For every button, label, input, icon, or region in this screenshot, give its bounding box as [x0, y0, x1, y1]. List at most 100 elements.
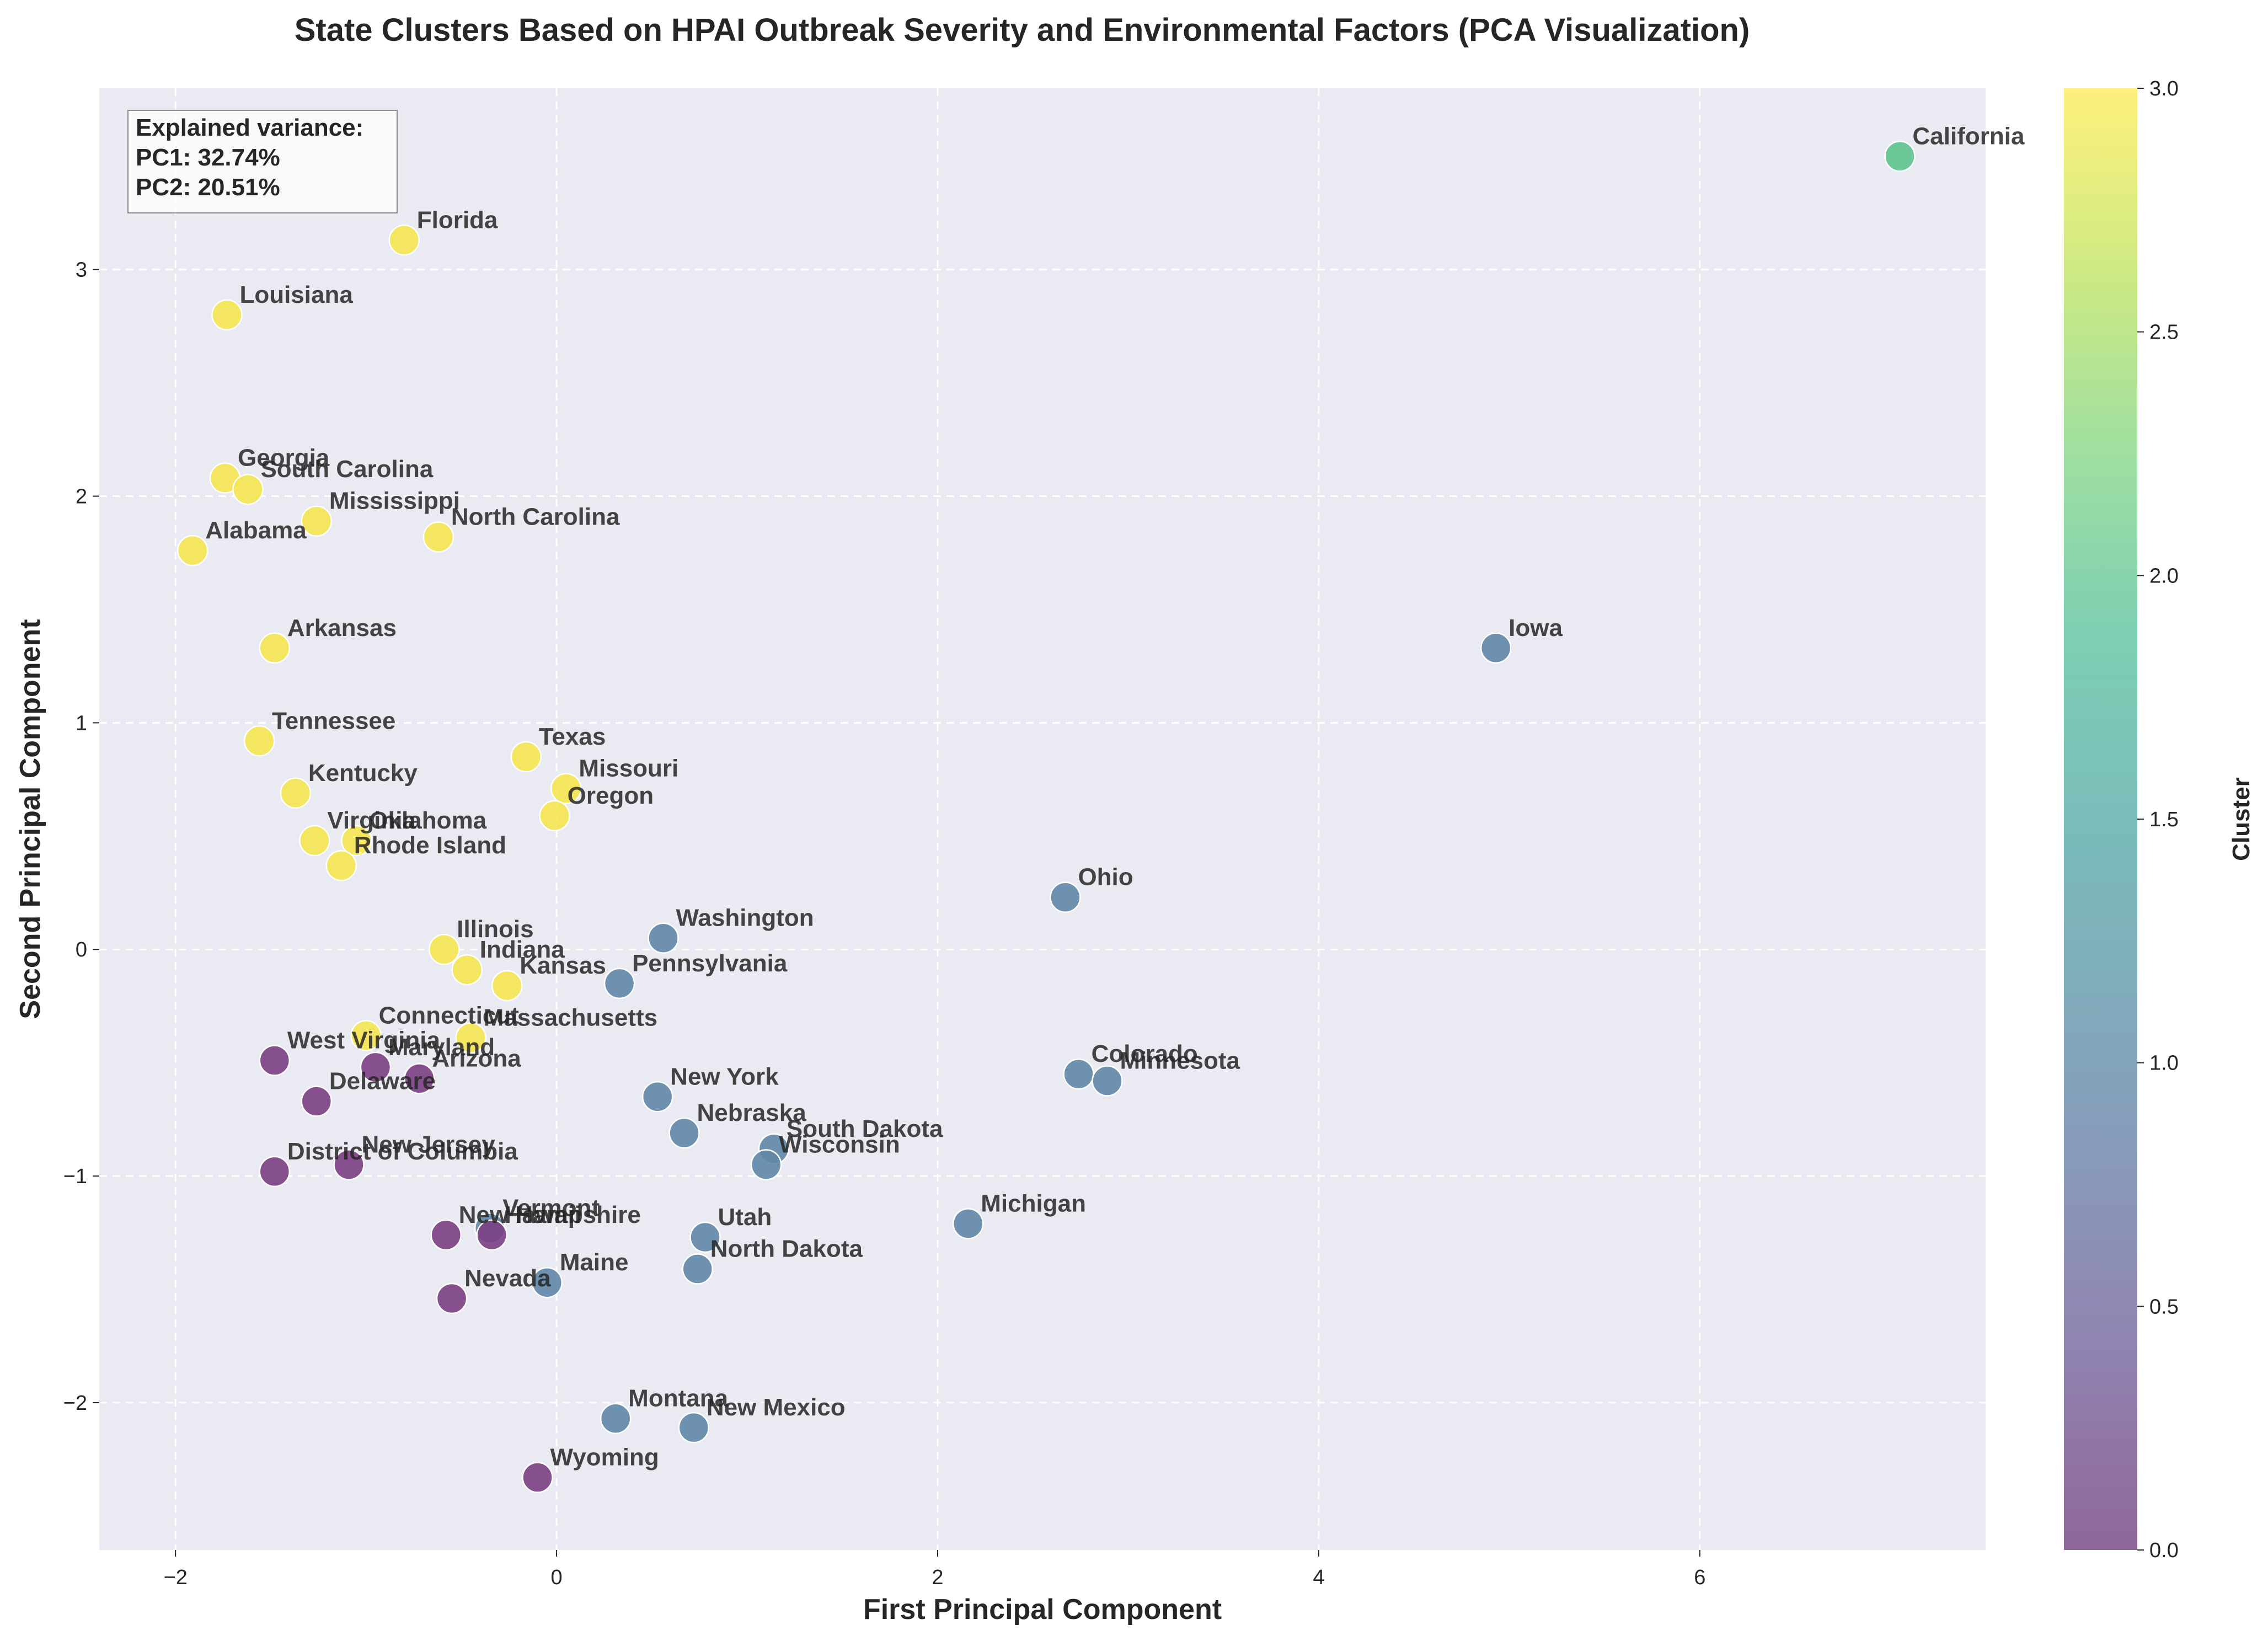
label-new-york: New York	[670, 1063, 779, 1090]
point-new-mexico	[678, 1412, 710, 1444]
point-texas	[510, 741, 542, 773]
point-new-hampshire	[430, 1219, 462, 1251]
point-arizona	[404, 1063, 435, 1094]
point-utah	[689, 1221, 721, 1253]
label-kansas: Kansas	[520, 952, 606, 979]
x-tick-label: 6	[1694, 1566, 1705, 1589]
y-tick-label: 3	[76, 259, 87, 282]
colorbar-tick-label: 1.5	[2149, 808, 2179, 831]
label-nevada: Nevada	[464, 1265, 551, 1292]
label-maine: Maine	[560, 1249, 629, 1276]
point-ohio	[1050, 881, 1081, 913]
point-maine	[531, 1266, 563, 1298]
point-west-virginia	[259, 1045, 291, 1076]
label-mississippi: Mississippi	[329, 488, 460, 515]
label-oregon: Oregon	[568, 782, 654, 809]
point-mississippi	[301, 505, 333, 537]
point-washington	[648, 922, 679, 954]
label-utah: Utah	[718, 1204, 772, 1231]
label-maryland: Maryland	[388, 1034, 495, 1061]
point-illinois	[429, 933, 460, 965]
x-axis-label: First Principal Component	[863, 1594, 1222, 1626]
label-texas: Texas	[539, 723, 606, 750]
point-nevada	[436, 1282, 468, 1314]
point-alabama	[177, 534, 208, 566]
point-oregon	[539, 800, 570, 832]
y-tick-label: −2	[63, 1392, 87, 1415]
label-district-of-columbia: District of Columbia	[287, 1138, 518, 1165]
label-montana: Montana	[628, 1385, 728, 1412]
point-michigan	[953, 1208, 984, 1239]
colorbar-tick-label: 0.5	[2149, 1295, 2179, 1318]
explained-variance-pc2: PC2: 20.51%	[136, 174, 280, 201]
explained-variance-heading: Explained variance:	[136, 114, 363, 141]
label-missouri: Missouri	[579, 755, 678, 782]
label-vermont: Vermont	[502, 1195, 600, 1222]
label-louisiana: Louisiana	[239, 281, 353, 308]
point-louisiana	[211, 299, 243, 331]
scatter-points	[177, 141, 1916, 1493]
colorbar-tick-label: 2.0	[2149, 564, 2179, 587]
label-pennsylvania: Pennsylvania	[632, 950, 788, 977]
point-florida	[388, 224, 420, 256]
label-ohio: Ohio	[1078, 864, 1133, 891]
label-north-carolina: North Carolina	[451, 503, 620, 530]
colorbar-tick-label: 0.0	[2149, 1539, 2179, 1562]
label-north-dakota: North Dakota	[710, 1236, 863, 1263]
plot-area	[99, 88, 1986, 1550]
point-delaware	[301, 1086, 333, 1117]
label-oklahoma: Oklahoma	[369, 807, 486, 834]
y-tick-label: 1	[76, 712, 87, 735]
point-nebraska	[668, 1117, 700, 1149]
point-tennessee	[243, 725, 275, 757]
colorbar-tick-label: 1.0	[2149, 1052, 2179, 1075]
label-arkansas: Arkansas	[287, 614, 397, 642]
label-florida: Florida	[417, 206, 498, 233]
label-south-carolina: South Carolina	[260, 456, 433, 483]
x-tick-label: −2	[164, 1566, 188, 1589]
label-iowa: Iowa	[1509, 614, 1563, 642]
label-new-mexico: New Mexico	[707, 1394, 846, 1421]
point-massachusetts	[455, 1022, 486, 1054]
colorbar-label: Cluster	[2228, 777, 2255, 861]
colorbar-tick-label: 2.5	[2149, 321, 2179, 344]
label-new-jersey: New Jersey	[362, 1131, 496, 1158]
explained-variance-pc1: PC1: 32.74%	[136, 144, 280, 171]
label-washington: Washington	[676, 905, 814, 932]
point-new-york	[641, 1081, 673, 1113]
point-indiana	[451, 954, 483, 986]
label-georgia: Georgia	[238, 445, 330, 472]
y-tick-label: 2	[76, 485, 87, 509]
point-california	[1884, 141, 1916, 172]
y-axis-label: Second Principal Component	[14, 619, 46, 1019]
point-district-of-columbia	[259, 1156, 291, 1188]
label-massachusetts: Massachusetts	[484, 1004, 657, 1031]
label-illinois: Illinois	[457, 916, 533, 943]
label-wisconsin: Wisconsin	[779, 1131, 900, 1158]
label-arizona: Arizona	[432, 1045, 521, 1072]
point-arkansas	[259, 632, 291, 664]
explained-variance-box: Explained variance: PC1: 32.74% PC2: 20.…	[127, 110, 398, 213]
label-rhode-island: Rhode Island	[354, 832, 506, 859]
y-tick-label: 0	[76, 938, 87, 961]
label-west-virginia: West Virginia	[287, 1027, 441, 1054]
x-tick-label: 2	[932, 1566, 943, 1589]
label-colorado: Colorado	[1092, 1040, 1198, 1067]
colorbar-ticks: 0.0 0.5 1.0 1.5 2.0 2.5 3.0	[2137, 77, 2179, 1562]
point-maryland	[360, 1051, 392, 1083]
label-delaware: Delaware	[329, 1068, 436, 1095]
axis-ticks: −2 0 2 4 6 −2 −1 0 1 2 3	[63, 259, 1706, 1589]
label-virginia: Virginia	[327, 807, 416, 834]
point-rhode-island	[325, 849, 357, 881]
label-new-hampshire: New Hampshire	[459, 1201, 641, 1228]
point-north-carolina	[422, 521, 454, 553]
point-connecticut	[350, 1020, 382, 1051]
chart-title: State Clusters Based on HPAI Outbreak Se…	[295, 12, 1750, 48]
colorbar-gradient	[2064, 88, 2137, 1550]
point-south-carolina	[232, 473, 264, 505]
point-wyoming	[522, 1462, 553, 1493]
point-north-dakota	[682, 1253, 713, 1285]
